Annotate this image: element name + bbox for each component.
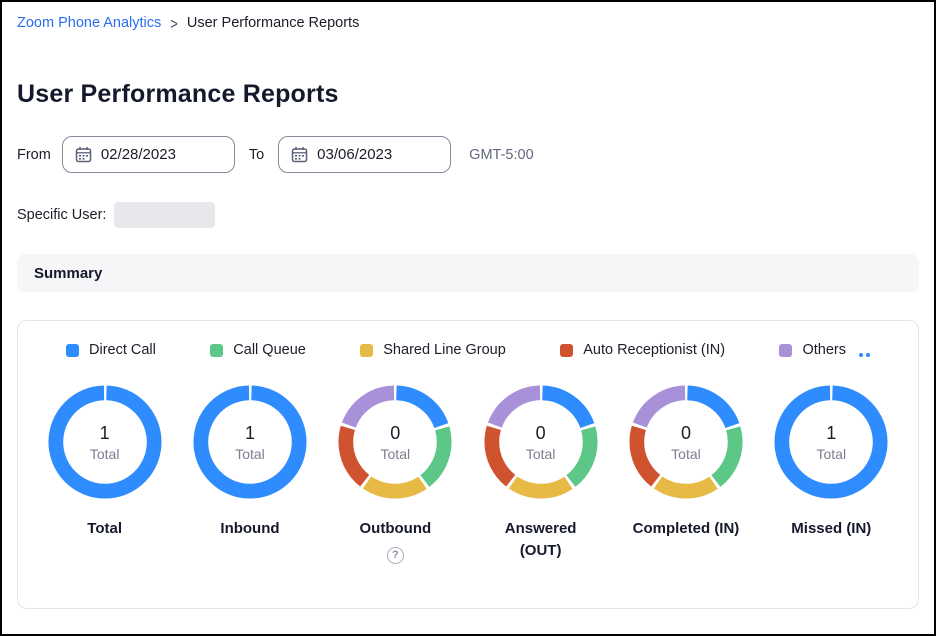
breadcrumb-link-zoom-phone-analytics[interactable]: Zoom Phone Analytics — [17, 15, 162, 31]
legend-label: Call Queue — [233, 342, 306, 358]
direct-call-swatch-icon — [66, 343, 79, 357]
to-date-input[interactable]: 03/06/2023 — [278, 136, 452, 173]
donut-label: Outbound — [359, 520, 432, 537]
donut-completed-in: 0 Total Completed (IN) — [613, 383, 758, 564]
calendar-icon — [291, 146, 308, 163]
legend-label: Direct Call — [89, 342, 156, 358]
donut-missed-in: 1 Total Missed (IN) — [759, 383, 904, 564]
donut-chart: 1 Total — [772, 383, 890, 501]
breadcrumb-current: User Performance Reports — [186, 15, 360, 31]
donut-total: 1 Total Total — [32, 383, 177, 564]
to-date-value: 03/06/2023 — [317, 146, 393, 163]
donut-answered-out: 0 Total Answered (OUT) — [468, 383, 613, 564]
donut-inbound: 1 Total Inbound — [177, 383, 322, 564]
legend-label: Auto Receptionist (IN) — [583, 342, 726, 358]
donut-label: Completed (IN) — [632, 520, 740, 537]
from-label: From — [17, 146, 51, 163]
legend-item-direct-call[interactable]: Direct Call — [66, 342, 156, 358]
to-label: To — [248, 146, 265, 163]
donut-label: Inbound — [220, 520, 280, 537]
legend-item-auto-receptionist[interactable]: Auto Receptionist (IN) — [560, 342, 725, 358]
from-date-input[interactable]: 02/28/2023 — [61, 136, 235, 173]
specific-user-input[interactable] — [114, 202, 216, 228]
legend-item-call-queue[interactable]: Call Queue — [210, 342, 306, 358]
call-queue-swatch-icon — [210, 343, 224, 357]
legend-label: Shared Line Group — [383, 342, 506, 358]
donut-chart-row: 1 Total Total 1 Total Inbound — [32, 383, 904, 564]
donut-chart: 0 Total — [482, 383, 600, 501]
donut-chart: 0 Total — [627, 383, 745, 501]
specific-user-row: Specific User: — [17, 202, 919, 228]
legend-item-others[interactable]: Others — [779, 342, 870, 358]
legend-label: Others — [802, 342, 846, 358]
donut-outbound: 0 Total Outbound ? — [323, 383, 468, 564]
legend-pagination-dots[interactable] — [859, 353, 870, 358]
donut-chart: 1 Total — [191, 383, 309, 501]
calendar-icon — [75, 146, 92, 163]
summary-title: Summary — [34, 264, 103, 282]
summary-section-header: Summary — [17, 254, 919, 292]
others-swatch-icon — [779, 343, 793, 357]
donut-label: Total — [87, 520, 123, 537]
breadcrumb: Zoom Phone Analytics > User Performance … — [17, 2, 919, 32]
auto-receptionist-swatch-icon — [560, 343, 574, 357]
summary-card: Direct Call Call Queue Shared Line Group… — [17, 320, 919, 609]
page-title: User Performance Reports — [17, 80, 339, 108]
chart-legend: Direct Call Call Queue Shared Line Group… — [32, 342, 904, 358]
help-icon[interactable]: ? — [386, 546, 404, 564]
donut-label: Answered (OUT) — [504, 520, 577, 559]
donut-label: Missed (IN) — [791, 520, 872, 537]
legend-item-shared-line-group[interactable]: Shared Line Group — [360, 342, 506, 358]
specific-user-label: Specific User: — [17, 207, 107, 223]
date-filter-row: From 02/28/2023 To — [17, 136, 919, 173]
timezone-label: GMT-5:00 — [469, 146, 534, 163]
donut-chart: 0 Total — [336, 383, 454, 501]
breadcrumb-separator-icon: > — [170, 14, 178, 32]
from-date-value: 02/28/2023 — [100, 146, 176, 163]
donut-chart: 1 Total — [46, 383, 164, 501]
shared-line-group-swatch-icon — [360, 343, 374, 357]
